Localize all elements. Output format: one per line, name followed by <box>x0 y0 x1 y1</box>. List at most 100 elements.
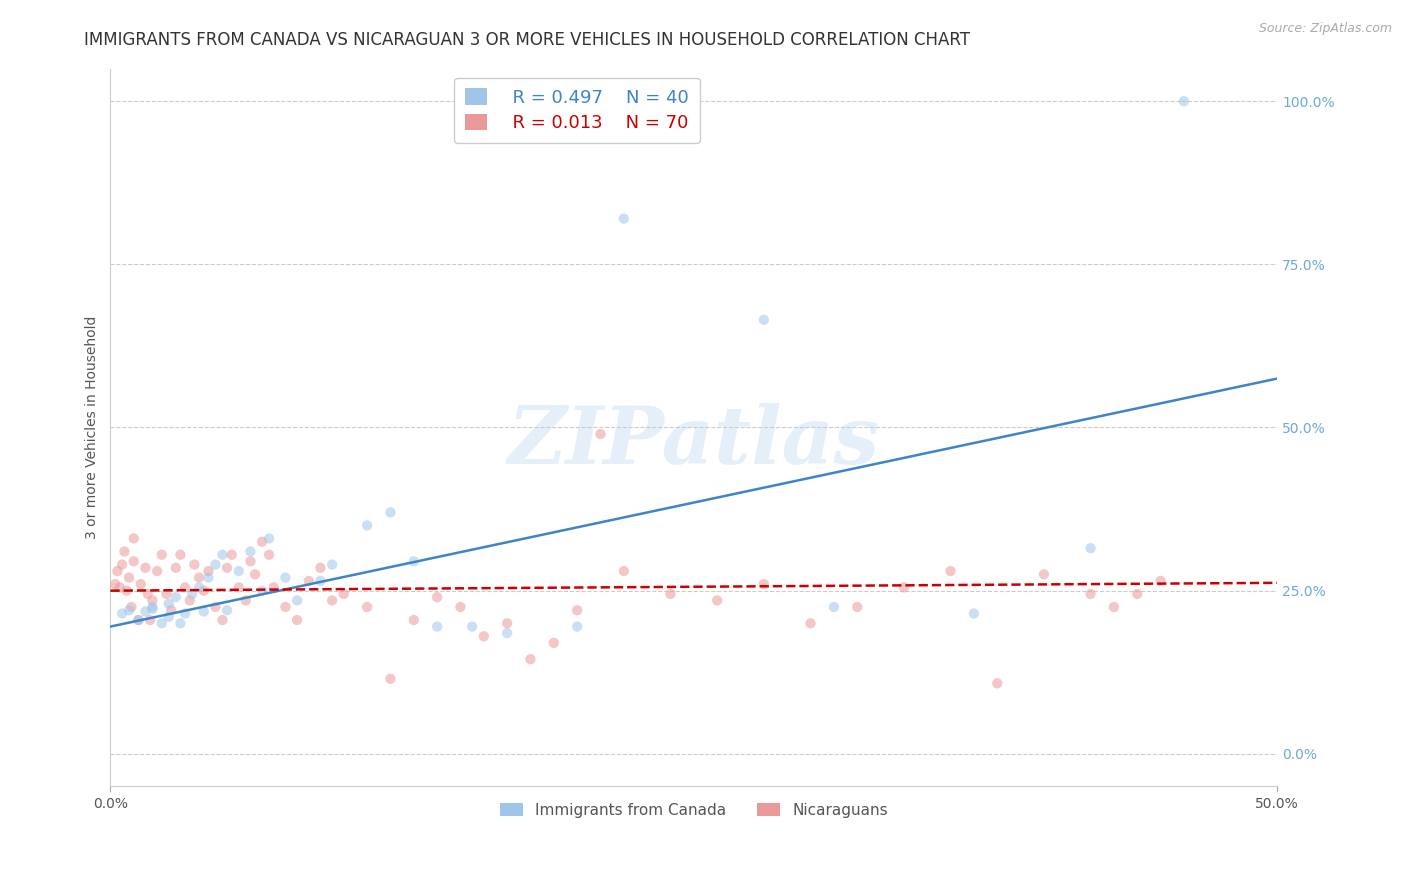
Point <box>380 505 402 519</box>
Point <box>239 554 262 568</box>
Point <box>986 676 1008 690</box>
Point <box>193 583 215 598</box>
Text: Source: ZipAtlas.com: Source: ZipAtlas.com <box>1258 22 1392 36</box>
Point <box>136 587 159 601</box>
Point <box>118 603 141 617</box>
Point <box>321 593 343 607</box>
Point <box>160 603 183 617</box>
Point <box>150 616 173 631</box>
Point <box>104 577 127 591</box>
Point <box>613 211 636 226</box>
Point <box>274 599 297 614</box>
Point <box>127 613 149 627</box>
Point <box>235 593 257 607</box>
Point <box>285 613 308 627</box>
Point <box>613 564 636 578</box>
Point <box>496 616 519 631</box>
Point <box>257 548 280 562</box>
Point <box>183 558 205 572</box>
Point <box>204 599 226 614</box>
Point <box>274 571 297 585</box>
Point <box>112 544 135 558</box>
Point <box>118 571 141 585</box>
Point <box>107 564 129 578</box>
Point <box>659 587 682 601</box>
Point <box>1173 94 1195 108</box>
Point <box>228 564 250 578</box>
Point <box>1102 599 1125 614</box>
Point <box>169 616 191 631</box>
Point <box>963 607 986 621</box>
Point <box>799 616 821 631</box>
Point <box>263 581 285 595</box>
Point <box>461 619 484 633</box>
Point <box>426 591 449 605</box>
Point <box>496 626 519 640</box>
Point <box>134 561 156 575</box>
Point <box>333 587 356 601</box>
Point <box>169 548 191 562</box>
Point <box>589 427 612 442</box>
Point <box>846 599 869 614</box>
Point <box>565 603 588 617</box>
Point <box>181 587 204 601</box>
Point <box>217 561 239 575</box>
Point <box>217 603 239 617</box>
Point <box>250 583 273 598</box>
Point <box>111 607 134 621</box>
Point <box>402 613 425 627</box>
Point <box>115 583 138 598</box>
Point <box>893 581 915 595</box>
Point <box>519 652 541 666</box>
Point <box>157 609 180 624</box>
Point <box>165 591 187 605</box>
Point <box>752 313 775 327</box>
Point <box>179 593 201 607</box>
Point <box>565 619 588 633</box>
Point <box>823 599 845 614</box>
Point <box>127 613 149 627</box>
Point <box>298 574 321 588</box>
Point <box>321 558 343 572</box>
Point <box>108 581 131 595</box>
Text: ZIPatlas: ZIPatlas <box>508 403 880 481</box>
Point <box>188 571 211 585</box>
Point <box>111 558 134 572</box>
Point <box>193 605 215 619</box>
Point <box>426 619 449 633</box>
Point <box>139 613 162 627</box>
Point <box>1032 567 1054 582</box>
Point <box>1080 541 1102 556</box>
Point <box>1080 587 1102 601</box>
Point <box>188 581 211 595</box>
Legend: Immigrants from Canada, Nicaraguans: Immigrants from Canada, Nicaraguans <box>492 795 896 825</box>
Point <box>211 548 233 562</box>
Point <box>250 534 273 549</box>
Point <box>752 577 775 591</box>
Point <box>150 548 173 562</box>
Point <box>122 532 145 546</box>
Text: IMMIGRANTS FROM CANADA VS NICARAGUAN 3 OR MORE VEHICLES IN HOUSEHOLD CORRELATION: IMMIGRANTS FROM CANADA VS NICARAGUAN 3 O… <box>84 31 970 49</box>
Point <box>197 564 219 578</box>
Point <box>239 544 262 558</box>
Point <box>243 567 266 582</box>
Point <box>402 554 425 568</box>
Point <box>141 599 163 614</box>
Point <box>285 593 308 607</box>
Point <box>141 593 163 607</box>
Point <box>1149 574 1171 588</box>
Point <box>155 587 177 601</box>
Point <box>146 564 169 578</box>
Point <box>141 602 163 616</box>
Point <box>380 672 402 686</box>
Point <box>309 561 332 575</box>
Y-axis label: 3 or more Vehicles in Household: 3 or more Vehicles in Household <box>86 316 100 539</box>
Point <box>204 558 226 572</box>
Point <box>157 597 180 611</box>
Point <box>122 554 145 568</box>
Point <box>939 564 962 578</box>
Point <box>197 571 219 585</box>
Point <box>472 629 495 643</box>
Point <box>120 599 142 614</box>
Point <box>211 613 233 627</box>
